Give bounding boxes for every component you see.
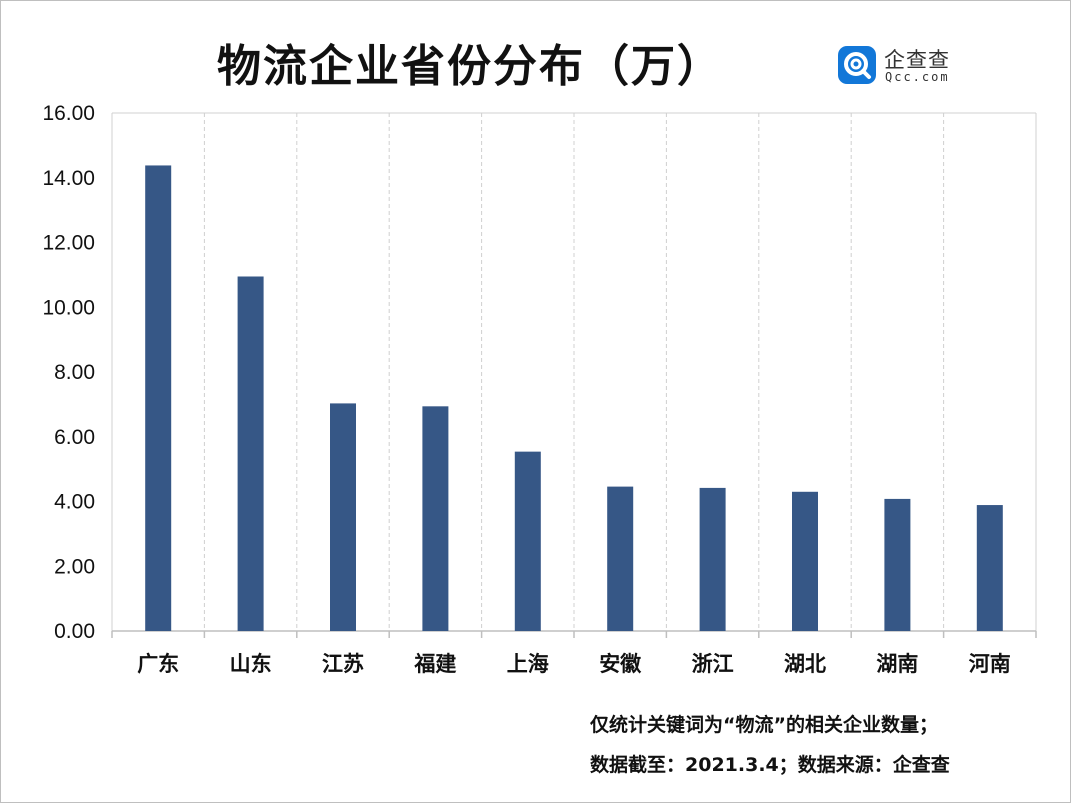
x-tick-label: 湖南 bbox=[876, 652, 918, 676]
bar-广东 bbox=[145, 165, 172, 631]
y-tick-label: 2.00 bbox=[54, 555, 95, 578]
chart-title: 物流企业省份分布（万） bbox=[217, 41, 723, 92]
y-tick-label: 16.00 bbox=[42, 102, 95, 125]
bar-浙江 bbox=[699, 487, 726, 631]
x-tick-label: 湖北 bbox=[784, 652, 826, 676]
x-tick-label: 上海 bbox=[507, 652, 549, 676]
x-tick-label: 山东 bbox=[230, 652, 272, 676]
qcc-logo: 企查查 Qcc.com bbox=[838, 44, 968, 88]
y-tick-label: 8.00 bbox=[54, 361, 95, 384]
bar-山东 bbox=[237, 276, 264, 631]
bar-上海 bbox=[514, 451, 541, 631]
y-tick-label: 10.00 bbox=[42, 296, 95, 319]
y-tick-label: 14.00 bbox=[42, 167, 95, 190]
footnote-source: 数据截至：2021.3.4；数据来源：企查查 bbox=[590, 754, 950, 776]
bar-湖北 bbox=[792, 491, 818, 631]
y-tick-label: 6.00 bbox=[54, 426, 95, 449]
bar-福建 bbox=[422, 406, 449, 631]
y-tick-label: 4.00 bbox=[54, 491, 95, 514]
x-tick-label: 广东 bbox=[137, 652, 179, 676]
y-tick-label: 0.00 bbox=[54, 620, 95, 643]
logo-name-en: Qcc.com bbox=[885, 70, 950, 84]
bar-江苏 bbox=[330, 403, 356, 631]
logo-name-cn: 企查查 bbox=[884, 48, 950, 72]
x-tick-label: 安徽 bbox=[599, 652, 642, 676]
y-tick-label: 12.00 bbox=[42, 232, 95, 255]
x-tick-label: 河南 bbox=[969, 652, 1011, 676]
bar-河南 bbox=[976, 505, 1003, 631]
x-tick-label: 江苏 bbox=[322, 652, 364, 676]
x-tick-label: 浙江 bbox=[692, 652, 734, 676]
bar-安徽 bbox=[607, 486, 634, 631]
x-tick-label: 福建 bbox=[413, 652, 456, 676]
footnote-scope: 仅统计关键词为“物流”的相关企业数量； bbox=[590, 714, 938, 736]
qcc-logo-icon bbox=[838, 46, 876, 84]
bar-湖南 bbox=[884, 498, 911, 631]
